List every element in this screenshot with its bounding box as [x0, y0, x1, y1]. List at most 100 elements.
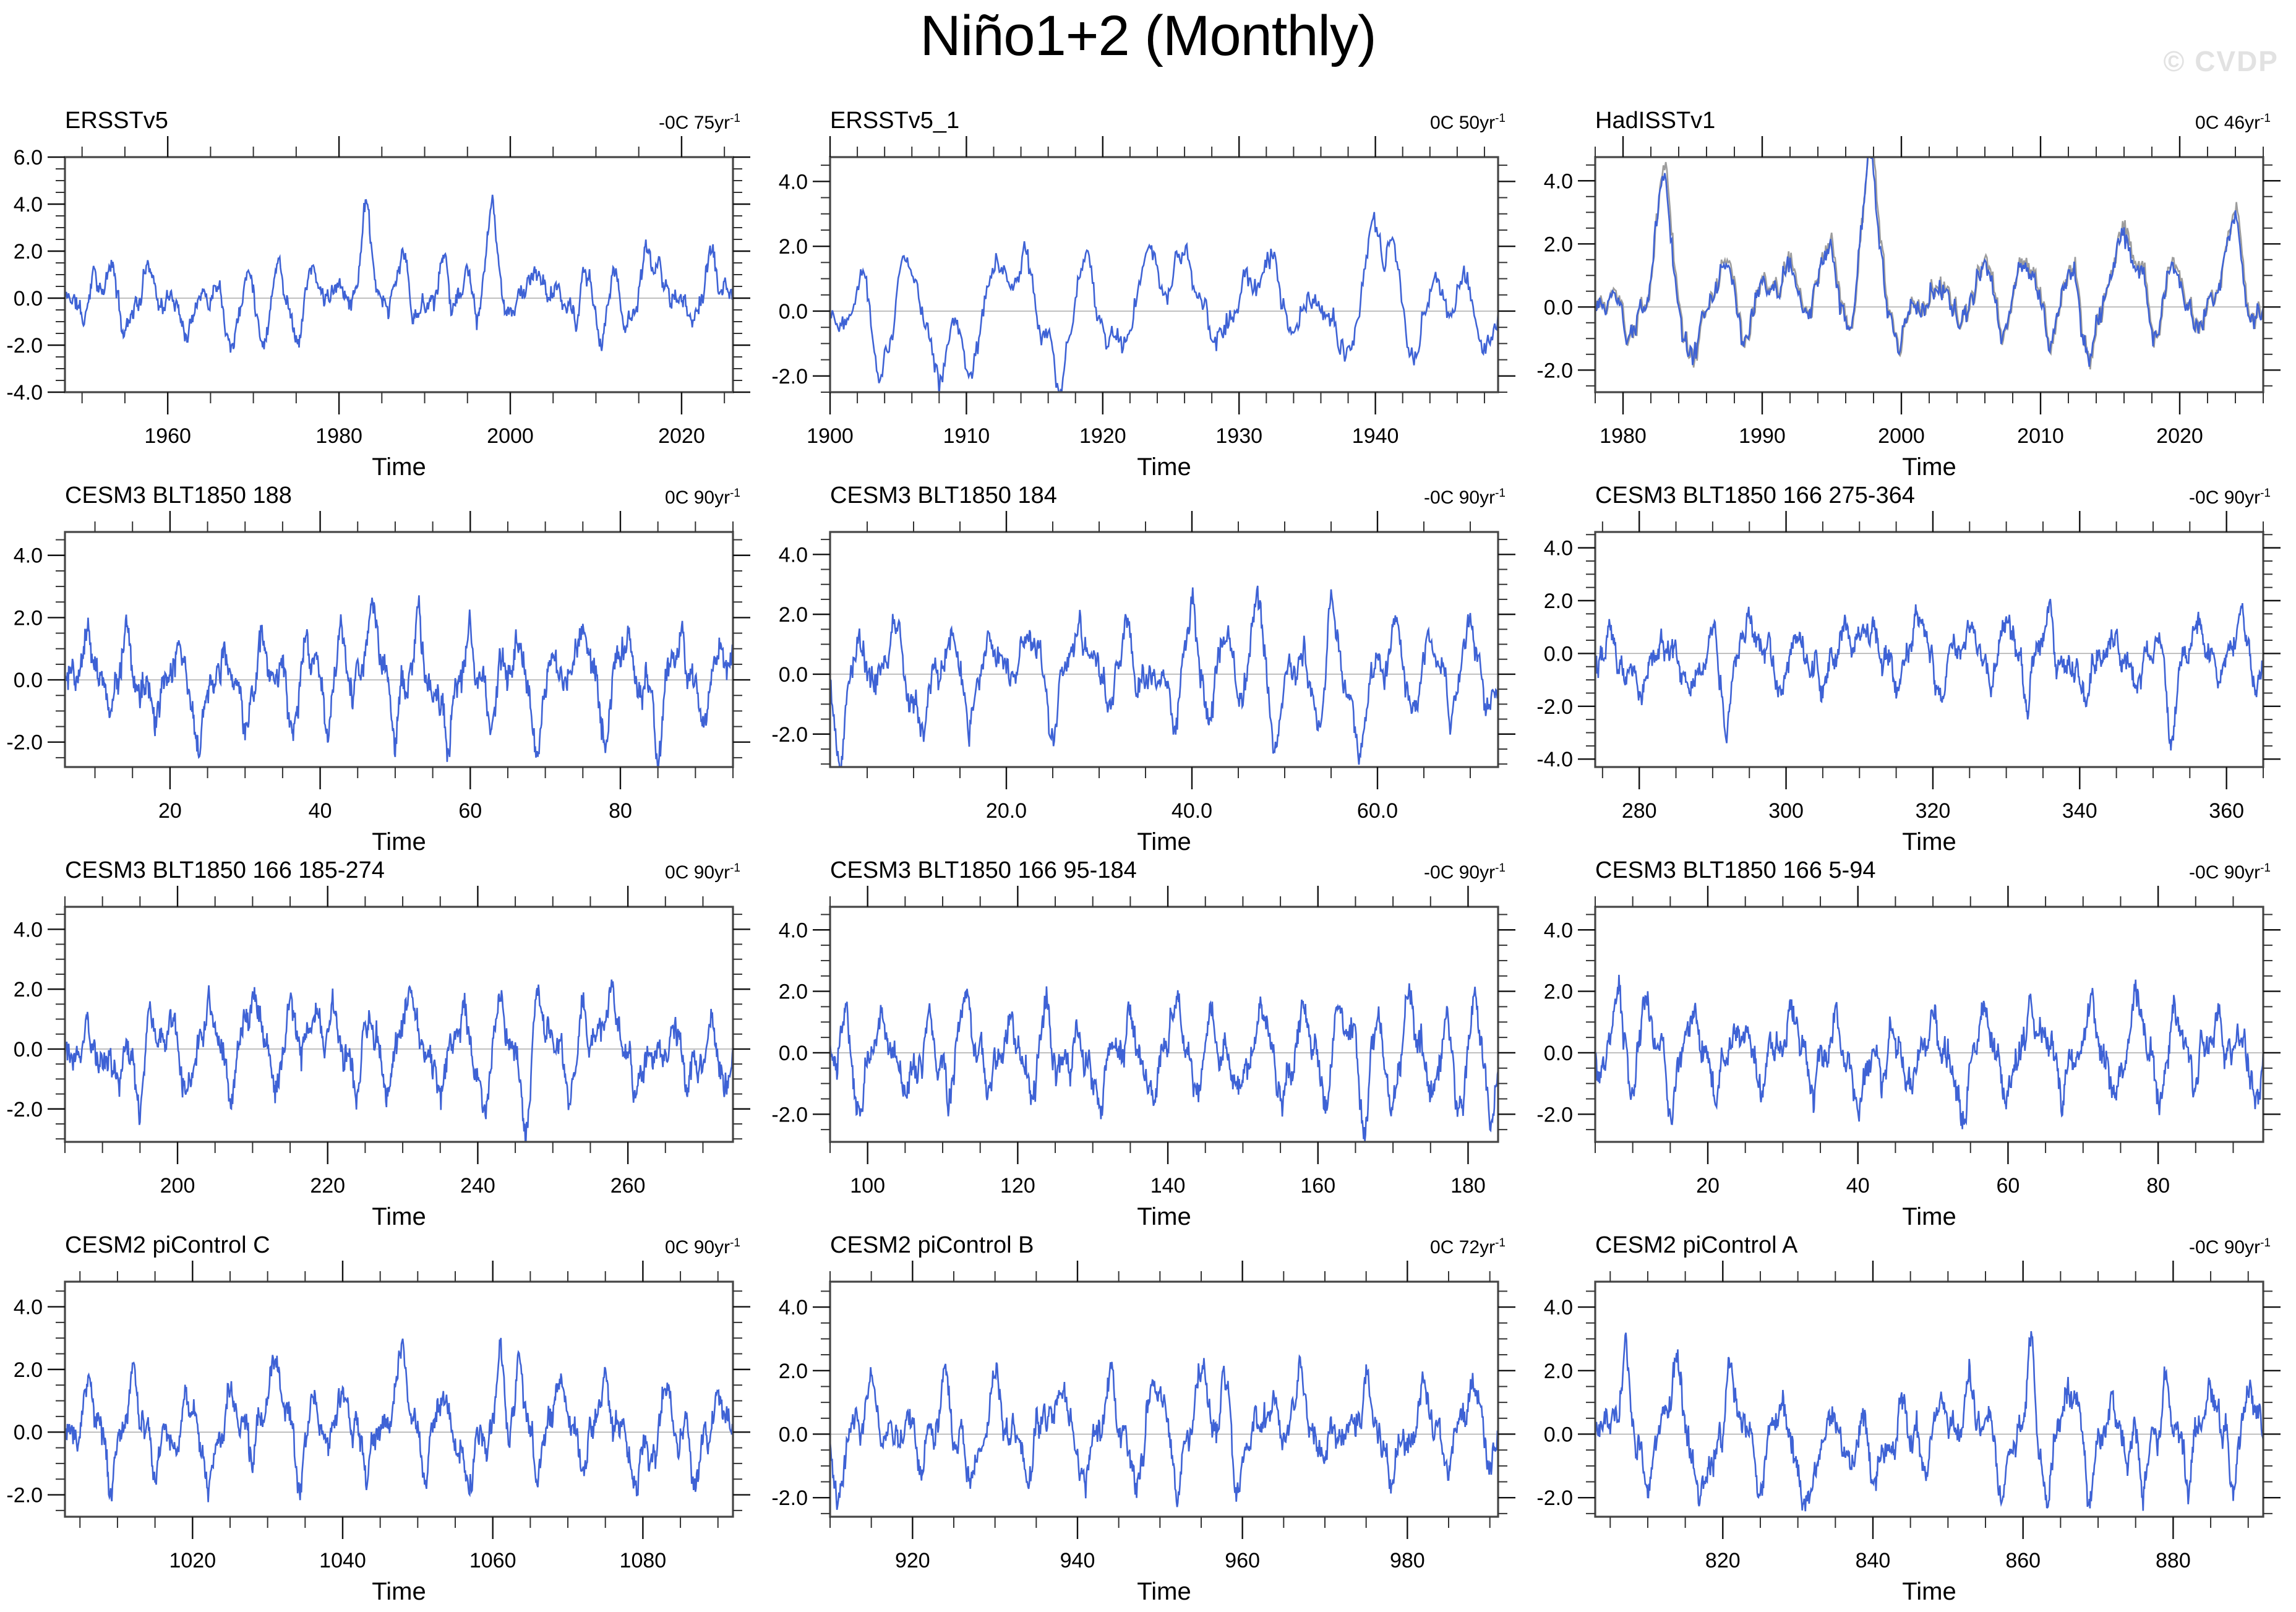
x-tick-label: 1930 — [1215, 424, 1262, 448]
x-tick-label: 20 — [158, 799, 182, 823]
y-tick-label: -2.0 — [6, 334, 43, 358]
panel-title: ERSSTv5_1 — [830, 108, 960, 134]
y-tick-label: 2.0 — [779, 980, 808, 1004]
trend-value: -0C 75yr — [659, 113, 730, 133]
plot-frame — [1594, 1280, 2264, 1518]
panel-header: CESM3 BLT1850 166 185-274 0C 90yr-1 — [65, 854, 740, 882]
x-tick-label: 840 — [1856, 1549, 1891, 1572]
x-tick-label: 100 — [850, 1174, 885, 1198]
timeseries-plot: 820 840 860 880 4.0 2.0 0.0 -2.0 Time — [1536, 1261, 2281, 1605]
panel-title: CESM3 BLT1850 184 — [830, 482, 1057, 508]
x-axis-title: Time — [1902, 453, 1956, 479]
panel-trend-annotation: -0C 90yr-1 — [2189, 862, 2271, 882]
x-axis-title: Time — [1902, 828, 1956, 854]
trend-value: -0C 90yr — [1424, 487, 1496, 508]
x-tick-label: 1020 — [169, 1549, 216, 1572]
y-tick-label: 2.0 — [14, 240, 43, 264]
series-line — [830, 983, 1498, 1141]
timeseries-panel: CESM3 BLT1850 166 275-364 -0C 90yr-1 280… — [1530, 479, 2295, 855]
trend-exponent: -1 — [1495, 487, 1506, 500]
cvdp-watermark: © CVDP — [2163, 45, 2279, 77]
y-tick-label: 2.0 — [1544, 980, 1573, 1004]
y-tick-label: 2.0 — [14, 1358, 43, 1382]
timeseries-plot: 200 220 240 260 4.0 2.0 0.0 -2.0 Time — [6, 886, 750, 1230]
panel-trend-annotation: 0C 90yr-1 — [665, 1237, 740, 1257]
timeseries-panel: CESM3 BLT1850 166 95-184 -0C 90yr-1 100 1… — [765, 854, 1530, 1230]
x-tick-label: 880 — [2156, 1549, 2191, 1572]
y-tick-label: 0.0 — [14, 669, 43, 692]
trend-value: 0C 90yr — [665, 487, 730, 508]
trend-value: 0C 90yr — [665, 862, 730, 883]
x-tick-label: 2000 — [487, 424, 534, 448]
plot-frame — [64, 531, 734, 768]
companion-series-line — [1595, 157, 2263, 370]
y-tick-label: 4.0 — [779, 1296, 808, 1319]
panel-header: ERSSTv5 -0C 75yr-1 — [65, 104, 740, 132]
x-axis-title: Time — [372, 453, 426, 479]
series-line — [830, 1354, 1498, 1511]
y-tick-label: 2.0 — [779, 1360, 808, 1383]
plot-frame — [829, 1280, 1499, 1518]
x-tick-label: 1980 — [1600, 424, 1647, 448]
trend-exponent: -1 — [1495, 862, 1506, 875]
timeseries-plot: 20 40 60 80 4.0 2.0 0.0 -2.0 Time — [6, 511, 750, 855]
plot-frame — [1594, 531, 2264, 768]
y-tick-label: 2.0 — [1544, 589, 1573, 613]
y-tick-label: 0.0 — [1544, 296, 1573, 319]
trend-exponent: -1 — [1495, 112, 1506, 125]
page-title: Niño1+2 (Monthly) — [920, 4, 1376, 67]
x-axis-title: Time — [1137, 453, 1191, 479]
panel-header: CESM2 piControl A -0C 90yr-1 — [1595, 1228, 2271, 1257]
panel-trend-annotation: -0C 90yr-1 — [2189, 1237, 2271, 1257]
panel-title: CESM3 BLT1850 166 275-364 — [1595, 482, 1915, 508]
x-tick-label: 40 — [1846, 1174, 1870, 1198]
y-tick-label: -2.0 — [1536, 695, 1573, 719]
timeseries-panel: ERSSTv5 -0C 75yr-1 1960 1980 2000 2020 6.0 4.… — [0, 104, 765, 481]
x-tick-label: 1920 — [1079, 424, 1126, 448]
series-line — [65, 194, 733, 353]
timeseries-panel: CESM3 BLT1850 166 185-274 0C 90yr-1 200 2… — [0, 854, 765, 1230]
plot-frame — [1594, 906, 2264, 1143]
y-tick-label: 4.0 — [14, 918, 43, 941]
timeseries-plot: 1960 1980 2000 2020 6.0 4.0 2.0 0.0 -2.0 -4.0 Time — [6, 136, 750, 481]
x-tick-label: 1080 — [620, 1549, 667, 1572]
x-axis-title: Time — [372, 1578, 426, 1603]
y-tick-label: -2.0 — [6, 1484, 43, 1507]
plot-frame — [829, 531, 1499, 768]
timeseries-panel: CESM3 BLT1850 166 5-94 -0C 90yr-1 20 40 60… — [1530, 854, 2295, 1230]
plot-frame — [64, 906, 734, 1143]
trend-value: 0C 72yr — [1430, 1237, 1496, 1258]
x-tick-label: 60 — [458, 799, 482, 823]
y-tick-label: 4.0 — [1544, 919, 1573, 942]
x-tick-label: 260 — [610, 1174, 646, 1198]
series-line — [65, 595, 733, 767]
series-line — [65, 979, 733, 1142]
y-tick-label: 2.0 — [779, 603, 808, 627]
panel-header: CESM3 BLT1850 188 0C 90yr-1 — [65, 479, 740, 507]
timeseries-plot: 920 940 960 980 4.0 2.0 0.0 -2.0 Time — [771, 1261, 1515, 1605]
x-axis-title: Time — [372, 828, 426, 854]
y-tick-label: 0.0 — [14, 1038, 43, 1061]
panel-trend-annotation: -0C 90yr-1 — [1424, 862, 1506, 882]
timeseries-panel: CESM2 piControl B 0C 72yr-1 920 940 960 980… — [765, 1228, 1530, 1605]
y-tick-label: 0.0 — [779, 1423, 808, 1446]
x-tick-label: 340 — [2062, 799, 2097, 823]
x-tick-label: 1960 — [144, 424, 191, 448]
x-tick-label: 920 — [895, 1549, 930, 1572]
y-tick-label: 4.0 — [14, 193, 43, 217]
y-tick-label: -2.0 — [6, 731, 43, 755]
x-tick-label: 120 — [1000, 1174, 1035, 1198]
timeseries-plot: 100 120 140 160 180 4.0 2.0 0.0 -2.0 Time — [771, 886, 1515, 1230]
x-tick-label: 1040 — [319, 1549, 366, 1572]
x-tick-label: 80 — [609, 799, 632, 823]
series-line — [1595, 1331, 2263, 1512]
y-tick-label: 0.0 — [779, 663, 808, 687]
y-tick-label: -2.0 — [6, 1098, 43, 1121]
y-tick-label: 0.0 — [14, 1421, 43, 1444]
x-tick-label: 2000 — [1878, 424, 1925, 448]
x-axis-title: Time — [1137, 1203, 1191, 1228]
y-tick-label: 4.0 — [1544, 537, 1573, 560]
y-tick-label: -4.0 — [6, 381, 43, 405]
x-tick-label: 1940 — [1352, 424, 1399, 448]
y-tick-label: 0.0 — [1544, 1042, 1573, 1065]
